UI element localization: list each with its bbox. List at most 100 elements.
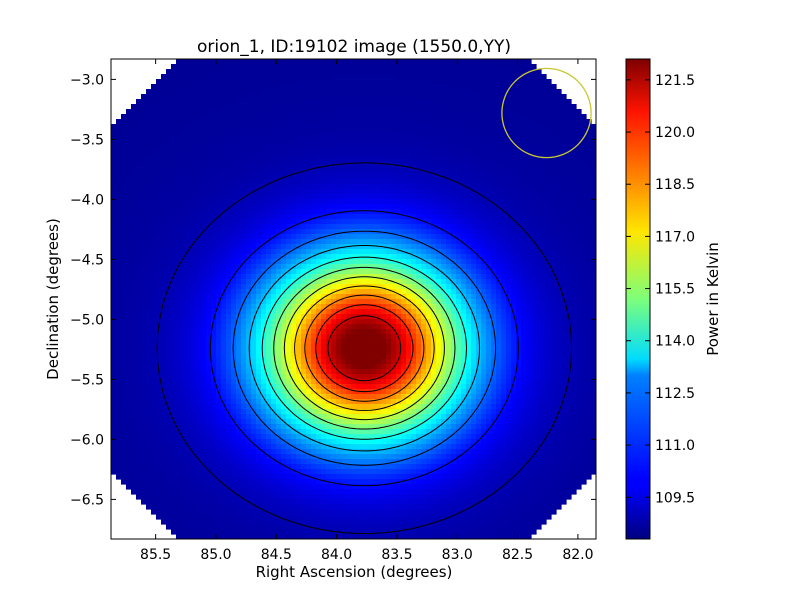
- heatmap-cell: [161, 284, 167, 290]
- heatmap-cell: [356, 84, 362, 90]
- heatmap-cell: [446, 159, 452, 165]
- heatmap-cell: [156, 319, 162, 325]
- heatmap-cell: [366, 314, 372, 320]
- heatmap-cell: [121, 289, 127, 295]
- heatmap-cell: [516, 114, 522, 120]
- heatmap-cell: [431, 199, 437, 205]
- heatmap-cell: [141, 134, 147, 140]
- heatmap-cell: [406, 304, 412, 310]
- heatmap-cell: [376, 204, 382, 210]
- heatmap-cell: [416, 299, 422, 305]
- heatmap-cell: [346, 199, 352, 205]
- heatmap-cell: [271, 174, 277, 180]
- heatmap-cell: [216, 219, 222, 225]
- heatmap-cell: [491, 59, 497, 65]
- heatmap-cell: [456, 229, 462, 235]
- heatmap-cell: [256, 169, 262, 175]
- heatmap-cell: [591, 199, 596, 205]
- heatmap-cell: [506, 249, 512, 255]
- heatmap-cell: [391, 244, 397, 250]
- heatmap-cell: [176, 119, 182, 125]
- heatmap-cell: [341, 134, 347, 140]
- heatmap-cell: [331, 284, 337, 290]
- heatmap-cell: [331, 154, 337, 160]
- heatmap-cell: [116, 264, 122, 270]
- heatmap-cell: [296, 184, 302, 190]
- heatmap-cell: [181, 194, 187, 200]
- heatmap-cell: [166, 139, 172, 145]
- heatmap-cell: [351, 179, 357, 185]
- heatmap-cell: [231, 154, 237, 160]
- heatmap-cell: [301, 84, 307, 90]
- heatmap-cell: [506, 169, 512, 175]
- heatmap-cell: [396, 94, 402, 100]
- heatmap-cell: [176, 144, 182, 150]
- heatmap-cell: [231, 194, 237, 200]
- heatmap-cell: [431, 79, 437, 85]
- heatmap-cell: [191, 304, 197, 310]
- heatmap-cell: [276, 284, 282, 290]
- heatmap-cell: [476, 144, 482, 150]
- heatmap-cell: [386, 244, 392, 250]
- heatmap-cell: [411, 169, 417, 175]
- heatmap-cell: [416, 84, 422, 90]
- heatmap-cell: [261, 299, 267, 305]
- heatmap-cell: [266, 274, 272, 280]
- heatmap-cell: [356, 119, 362, 125]
- heatmap-cell: [191, 224, 197, 230]
- heatmap-cell: [176, 164, 182, 170]
- heatmap-cell: [496, 119, 502, 125]
- heatmap-cell: [416, 119, 422, 125]
- heatmap-cell: [486, 144, 492, 150]
- heatmap-cell: [516, 299, 522, 305]
- heatmap-cell: [496, 179, 502, 185]
- heatmap-cell: [491, 119, 497, 125]
- heatmap-cell: [411, 244, 417, 250]
- heatmap-cell: [216, 209, 222, 215]
- heatmap-cell: [511, 64, 517, 70]
- heatmap-cell: [136, 294, 142, 300]
- heatmap-cell: [526, 239, 532, 245]
- heatmap-cell: [176, 149, 182, 155]
- heatmap-cell: [156, 94, 162, 100]
- heatmap-cell: [221, 254, 227, 260]
- heatmap-cell: [501, 269, 507, 275]
- heatmap-cell: [411, 129, 417, 135]
- heatmap-cell: [196, 159, 202, 165]
- heatmap-cell: [551, 279, 557, 285]
- heatmap-cell: [526, 184, 532, 190]
- heatmap-cell: [256, 89, 262, 95]
- heatmap-cell: [306, 314, 312, 320]
- heatmap-cell: [451, 304, 457, 310]
- heatmap-cell: [426, 119, 432, 125]
- heatmap-cell: [521, 94, 527, 100]
- heatmap-cell: [286, 194, 292, 200]
- heatmap-cell: [191, 59, 197, 65]
- heatmap-cell: [236, 159, 242, 165]
- heatmap-cell: [181, 239, 187, 245]
- heatmap-cell: [206, 104, 212, 110]
- heatmap-cell: [421, 294, 427, 300]
- heatmap-cell: [581, 209, 587, 215]
- heatmap-cell: [346, 314, 352, 320]
- heatmap-cell: [546, 189, 552, 195]
- heatmap-cell: [331, 89, 337, 95]
- heatmap-cell: [356, 139, 362, 145]
- heatmap-cell: [426, 69, 432, 75]
- heatmap-cell: [226, 214, 232, 220]
- heatmap-cell: [576, 314, 582, 320]
- heatmap-cell: [361, 214, 367, 220]
- heatmap-cell: [236, 114, 242, 120]
- heatmap-cell: [151, 179, 157, 185]
- heatmap-cell: [151, 304, 157, 310]
- heatmap-cell: [426, 179, 432, 185]
- heatmap-cell: [141, 124, 147, 130]
- heatmap-cell: [151, 169, 157, 175]
- heatmap-cell: [301, 184, 307, 190]
- heatmap-cell: [536, 294, 542, 300]
- heatmap-cell: [276, 249, 282, 255]
- heatmap-cell: [566, 209, 572, 215]
- heatmap-cell: [461, 314, 467, 320]
- heatmap-cell: [461, 139, 467, 145]
- heatmap-cell: [166, 269, 172, 275]
